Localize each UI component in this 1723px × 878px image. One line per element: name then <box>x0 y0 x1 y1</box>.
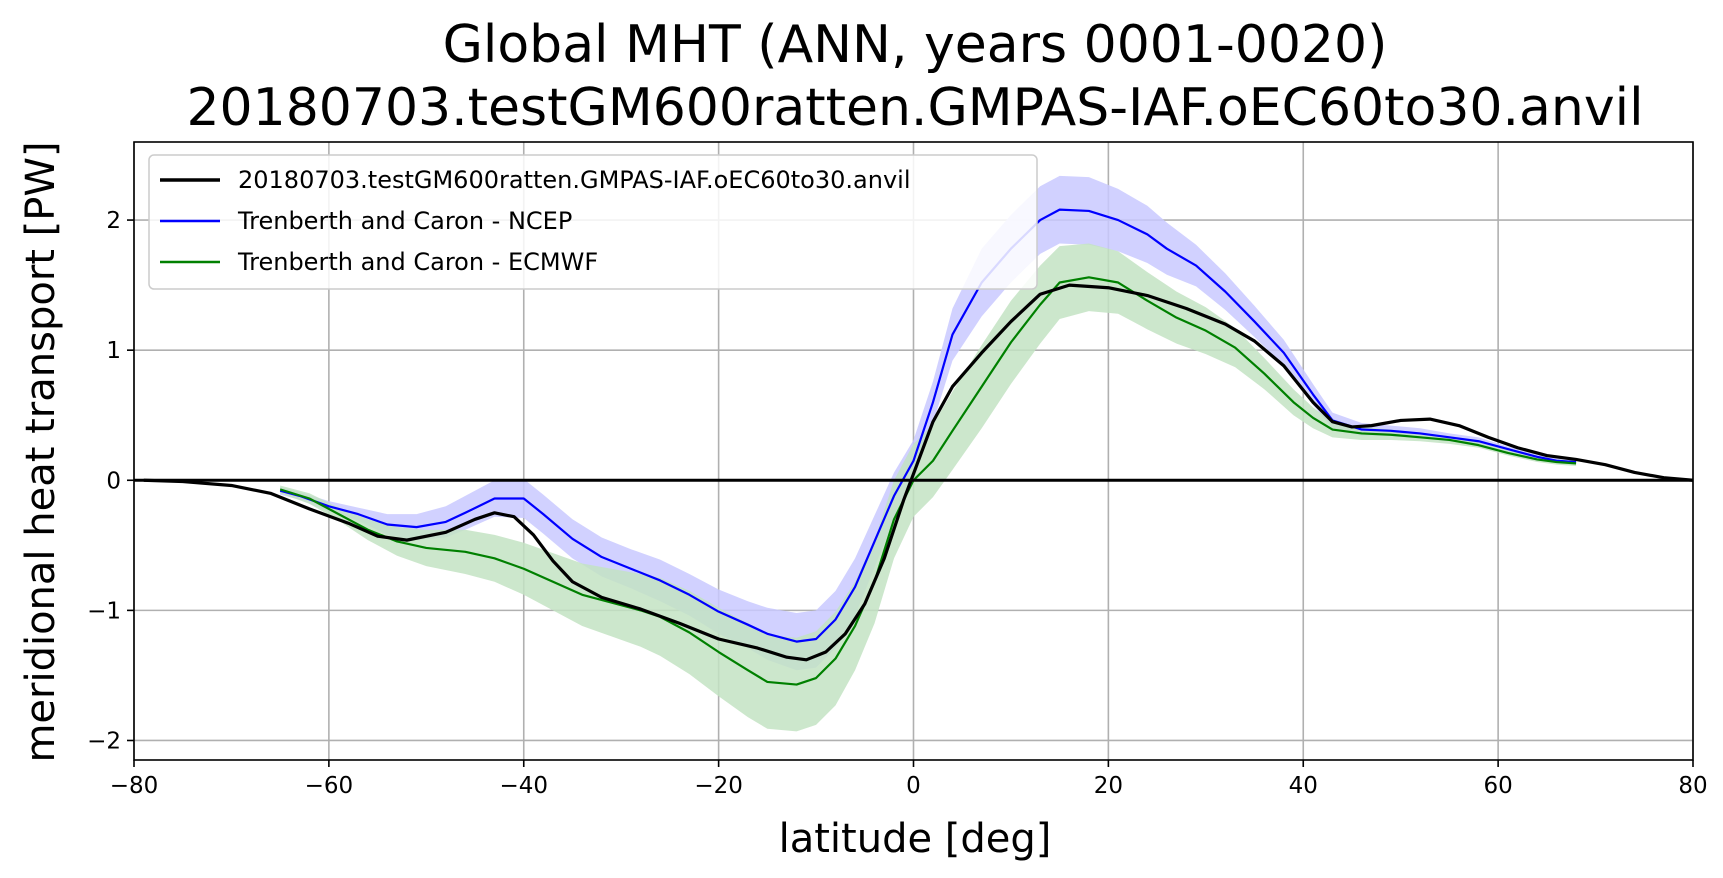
chart-subtitle: 20180703.testGM600ratten.GMPAS-IAF.oEC60… <box>186 78 1643 138</box>
series-line-ecmwf <box>279 276 1577 686</box>
y-tick-label: 0 <box>106 468 121 494</box>
y-tick-label: −2 <box>87 728 121 754</box>
x-tick-label: 40 <box>1289 773 1318 799</box>
y-tick-label: 1 <box>106 338 121 364</box>
legend-box <box>148 154 1038 290</box>
x-tick-label: −40 <box>499 773 548 799</box>
x-tick-label: 60 <box>1483 773 1512 799</box>
axis-ticks: −80 −60 −40 −20 0 20 40 60 80 −2 −1 0 1 2 <box>87 208 1708 799</box>
legend-label-model: 20180703.testGM600ratten.GMPAS-IAF.oEC60… <box>238 166 910 194</box>
series-lines <box>143 208 1694 686</box>
legend-label-ncep: Trenberth and Caron - NCEP <box>237 207 572 235</box>
y-tick-label: −1 <box>87 598 121 624</box>
uncertainty-bands <box>280 175 1577 732</box>
x-tick-label: −60 <box>305 773 354 799</box>
legend-label-ecmwf: Trenberth and Caron - ECMWF <box>237 248 598 276</box>
x-tick-label: 20 <box>1094 773 1123 799</box>
series-line-model <box>143 283 1694 662</box>
y-tick-label: 2 <box>106 208 121 234</box>
x-tick-label: 0 <box>906 773 921 799</box>
x-tick-label: −20 <box>694 773 743 799</box>
x-axis-label: latitude [deg] <box>779 816 1052 862</box>
legend: 20180703.testGM600ratten.GMPAS-IAF.oEC60… <box>148 154 1038 290</box>
y-axis-label: meridional heat transport [PW] <box>18 141 64 762</box>
band-ecmwf <box>280 243 1577 732</box>
x-tick-label: −80 <box>110 773 159 799</box>
chart-title: Global MHT (ANN, years 0001-0020) <box>443 15 1388 75</box>
band-ncep <box>280 175 1577 671</box>
x-tick-label: 80 <box>1678 773 1707 799</box>
